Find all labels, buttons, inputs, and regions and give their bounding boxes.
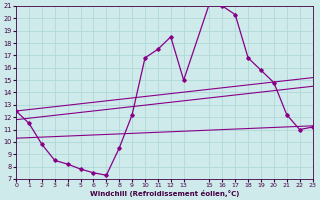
X-axis label: Windchill (Refroidissement éolien,°C): Windchill (Refroidissement éolien,°C) <box>90 190 239 197</box>
